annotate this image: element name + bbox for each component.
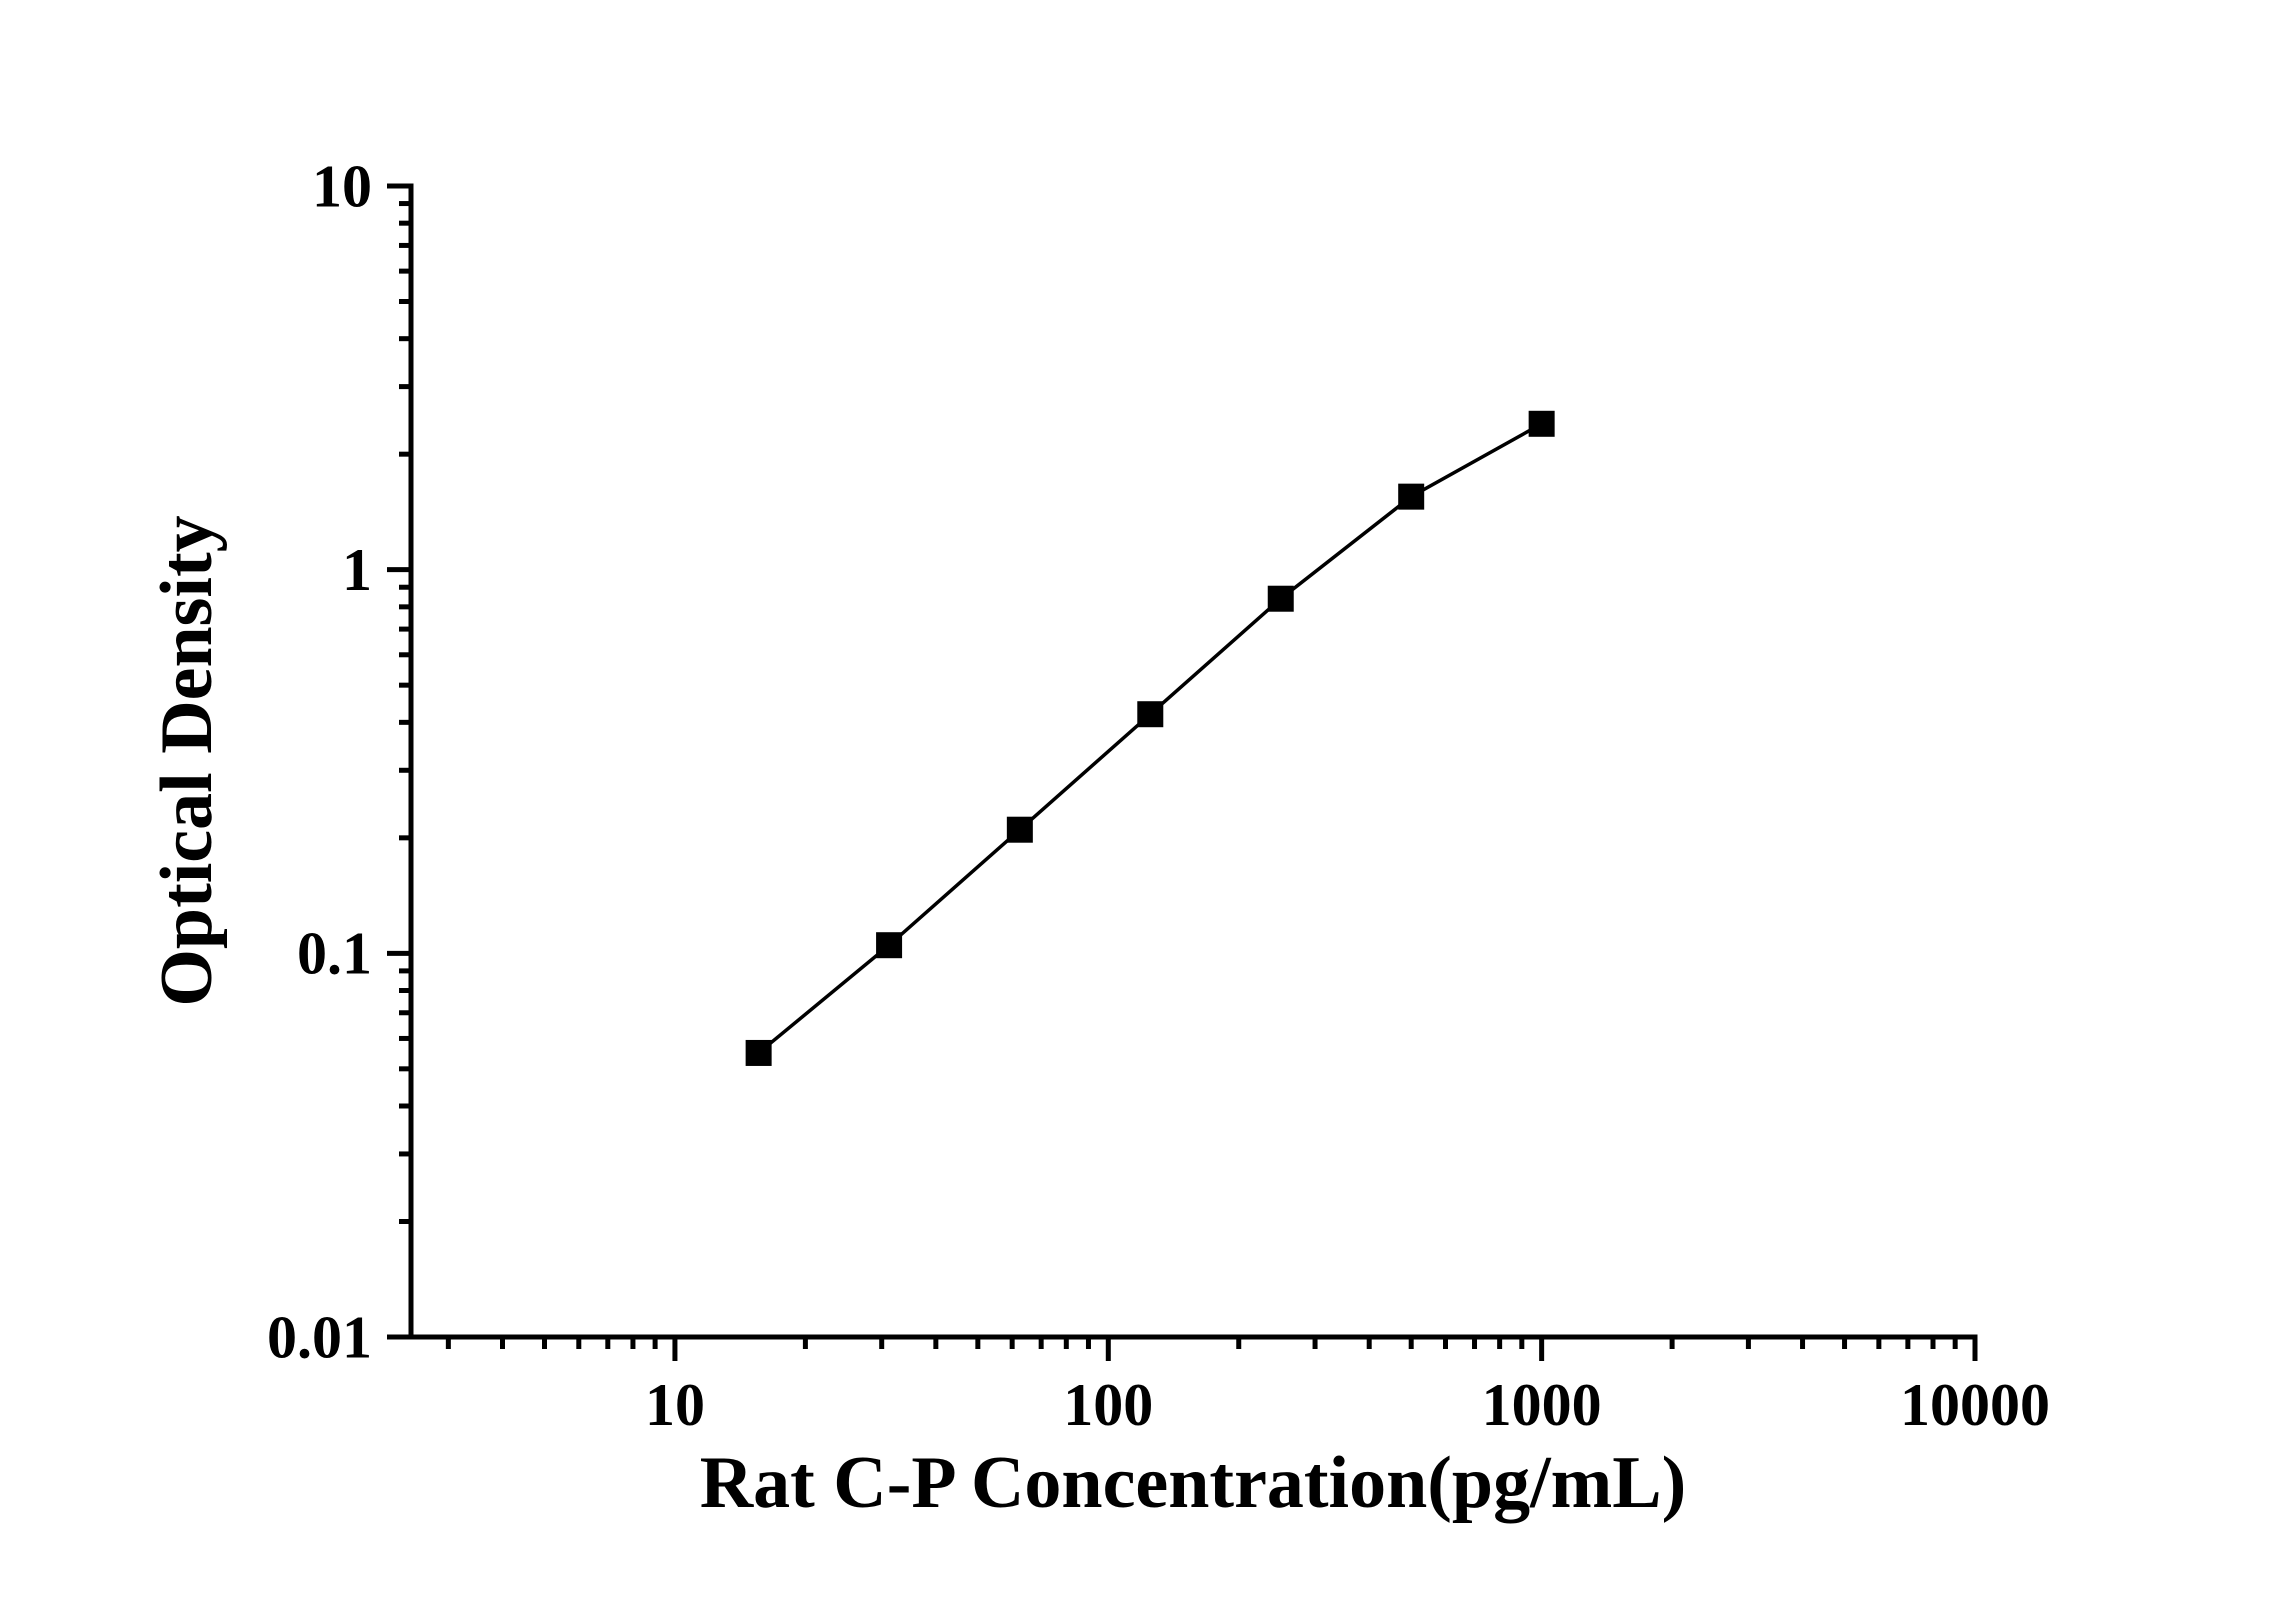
data-point-marker: [1006, 816, 1033, 843]
curve-line: [757, 422, 1543, 1055]
y-tick-label: 1: [342, 537, 372, 603]
data-point-marker: [1528, 410, 1555, 437]
y-tick-label: 10: [312, 153, 372, 219]
x-tick-label: 10: [645, 1372, 705, 1438]
x-tick-label: 1000: [1482, 1372, 1602, 1438]
y-tick-label: 0.01: [267, 1304, 372, 1370]
data-point-marker: [1137, 701, 1164, 728]
x-axis-title: Rat C-P Concentration(pg/mL): [700, 1442, 1687, 1524]
data-point-marker: [745, 1039, 772, 1066]
data-point-marker: [1267, 585, 1294, 612]
x-tick-label: 10000: [1900, 1372, 2050, 1438]
y-axis-title: Optical Density: [146, 515, 228, 1006]
y-tick-label: 0.1: [297, 921, 372, 987]
x-tick-label: 100: [1063, 1372, 1153, 1438]
data-point-marker: [876, 932, 903, 959]
data-point-marker: [1398, 483, 1425, 510]
